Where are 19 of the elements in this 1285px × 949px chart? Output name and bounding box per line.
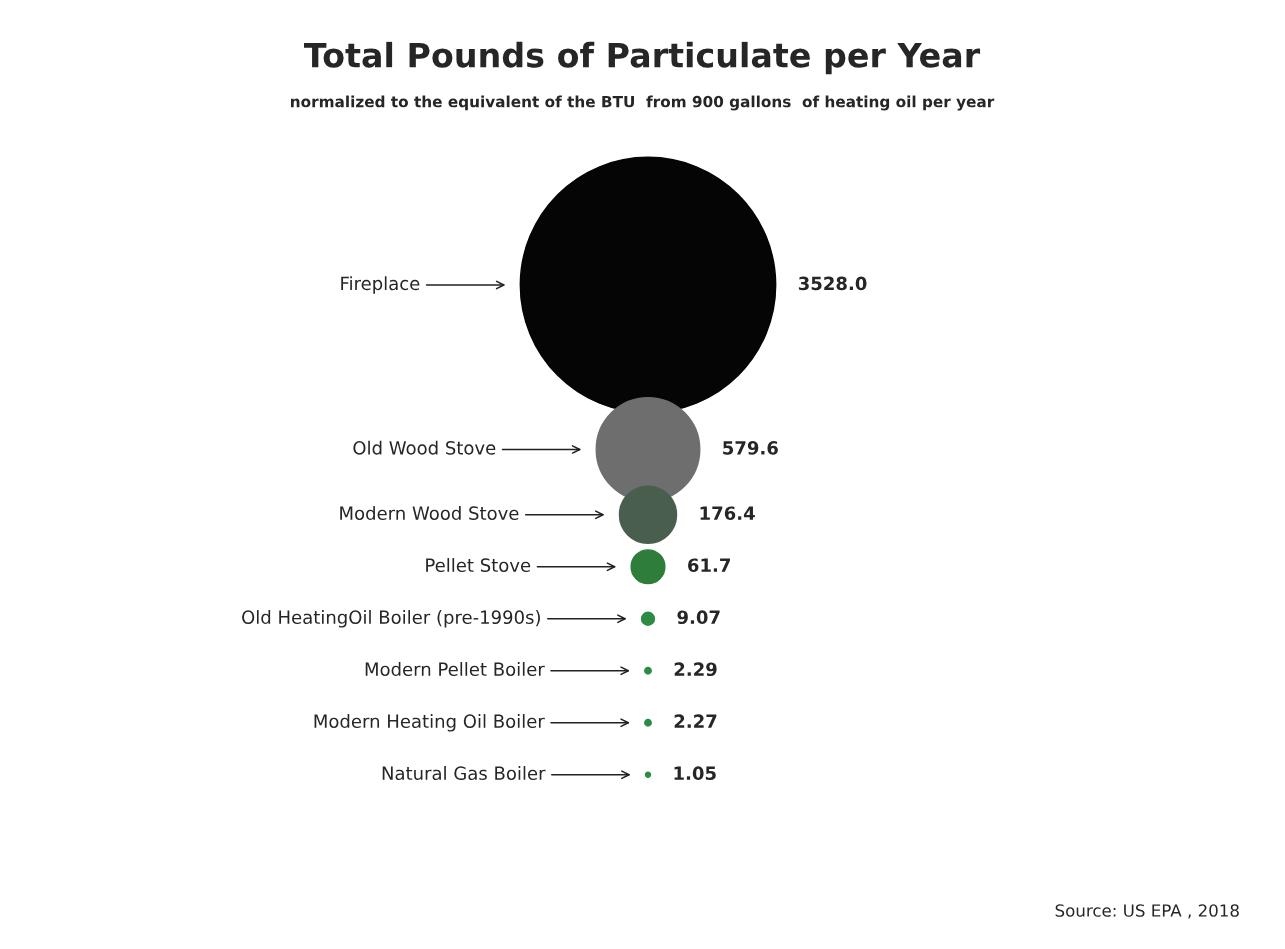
source-note: Source: US EPA , 2018	[1055, 904, 1239, 919]
data-label: 2.29	[674, 662, 717, 677]
category-label: Fireplace	[341, 276, 420, 294]
category-label: Old HeatingOil Boiler (pre-1990s)	[242, 610, 540, 628]
category-label: Pellet Stove	[426, 558, 531, 573]
category-label: Modern Wood Stove	[340, 506, 519, 521]
data-label: 3528.0	[798, 276, 867, 291]
category-label: Old Wood Stove	[353, 440, 496, 455]
text: normalized to the equivalent of the BTU from 900 gallons of heating oil per year	[291, 95, 995, 111]
data-label: 176.4	[700, 506, 755, 521]
data-label: 9.07	[677, 610, 720, 625]
data-label: 579.6	[723, 441, 778, 455]
category-label: Natural Gas Boiler	[382, 766, 546, 781]
data-label: 61.7	[688, 558, 730, 573]
category-label: Modern Heating Oil Boiler	[314, 714, 545, 732]
data-label: 1.05	[674, 766, 716, 781]
data-label: 2.27	[674, 714, 717, 728]
text: Total Pounds of Particulate per Year	[303, 41, 981, 75]
category-label: Modern Pellet Boiler	[365, 662, 545, 677]
